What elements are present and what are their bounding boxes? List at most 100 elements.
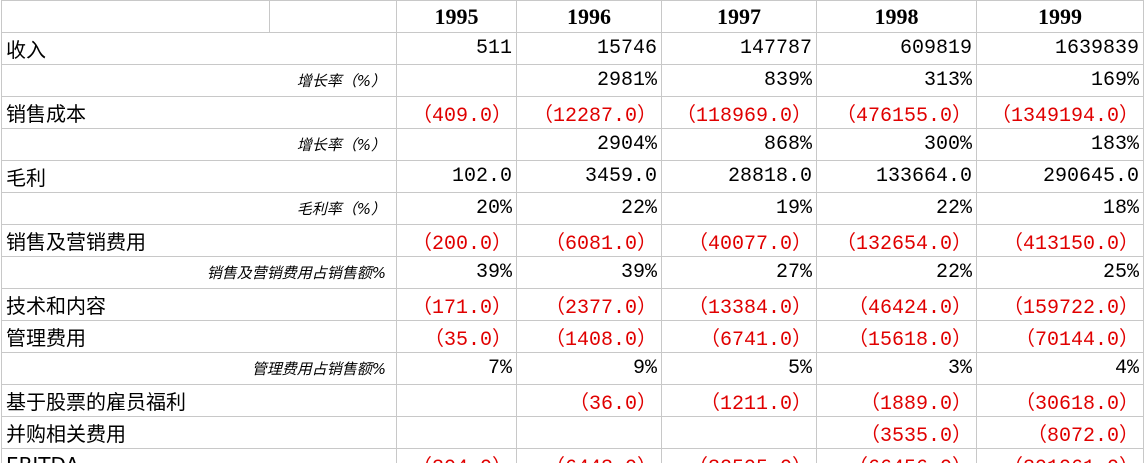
row-label: 基于股票的雇员福利 [1, 384, 397, 417]
value-cell: （391061.0） [976, 448, 1144, 463]
value-cell: （40077.0） [661, 224, 817, 257]
data-row: 并购相关费用 （3535.0） （8072.0） [1, 416, 1144, 449]
data-row: 管理费用占销售额% 7% 9% 5% 3% 4% [1, 352, 1144, 385]
row-label: EBITDA [1, 448, 397, 463]
value-cell: 39% [516, 256, 662, 289]
value-cell: （36.0） [516, 384, 662, 417]
value-cell [516, 416, 662, 449]
value-cell: 18% [976, 192, 1144, 225]
row-label: 毛利 [1, 160, 397, 193]
value-cell: （1349194.0） [976, 96, 1144, 129]
sub-label: 毛利率（%） [1, 192, 397, 225]
sub-label: 增长率（%） [1, 128, 397, 161]
value-cell: 839% [661, 64, 817, 97]
data-row: 收入 511 15746 147787 609819 1639839 [1, 32, 1144, 65]
value-cell: （2377.0） [516, 288, 662, 321]
value-cell: （118969.0） [661, 96, 817, 129]
value-cell: 22% [816, 256, 977, 289]
value-cell: （1889.0） [816, 384, 977, 417]
data-row: 增长率（%） 2904% 868% 300% 183% [1, 128, 1144, 161]
data-row: 毛利 102.0 3459.0 28818.0 133664.0 290645.0 [1, 160, 1144, 193]
value-cell: （70144.0） [976, 320, 1144, 353]
data-row: 销售成本 （409.0） （12287.0） （118969.0） （476155.0）… [1, 96, 1144, 129]
header-row: 1995 1996 1997 1998 1999 [1, 0, 1144, 33]
empty-cell [269, 0, 397, 33]
value-cell: 4% [976, 352, 1144, 385]
value-cell [661, 416, 817, 449]
value-cell: 868% [661, 128, 817, 161]
value-cell: 147787 [661, 32, 817, 65]
value-cell: 3459.0 [516, 160, 662, 193]
value-cell: 133664.0 [816, 160, 977, 193]
value-cell: （304.0） [396, 448, 517, 463]
value-cell: （1211.0） [661, 384, 817, 417]
row-label: 技术和内容 [1, 288, 397, 321]
sub-label: 管理费用占销售额% [1, 352, 397, 385]
value-cell: 27% [661, 256, 817, 289]
value-cell: （8072.0） [976, 416, 1144, 449]
value-cell: 511 [396, 32, 517, 65]
value-cell: （6443.0） [516, 448, 662, 463]
year-header: 1998 [816, 0, 977, 33]
value-cell: （6081.0） [516, 224, 662, 257]
value-cell: 39% [396, 256, 517, 289]
data-row: 增长率（%） 2981% 839% 313% 169% [1, 64, 1144, 97]
data-row: 销售及营销费用 （200.0） （6081.0） （40077.0） （132654.0… [1, 224, 1144, 257]
value-cell: （409.0） [396, 96, 517, 129]
data-row: 技术和内容 （171.0） （2377.0） （13384.0） （46424.0） （1… [1, 288, 1144, 321]
value-cell: （132654.0） [816, 224, 977, 257]
year-header: 1995 [396, 0, 517, 33]
value-cell: （3535.0） [816, 416, 977, 449]
value-cell: （15618.0） [816, 320, 977, 353]
value-cell: （413150.0） [976, 224, 1144, 257]
data-row: EBITDA（304.0）（6443.0）（32595.0）（66456.0）（… [1, 448, 1144, 463]
value-cell: 9% [516, 352, 662, 385]
data-row: 毛利率（%） 20% 22% 19% 22% 18% [1, 192, 1144, 225]
value-cell: 169% [976, 64, 1144, 97]
value-cell: （35.0） [396, 320, 517, 353]
sub-label: 销售及营销费用占销售额% [1, 256, 397, 289]
year-header: 1996 [516, 0, 662, 33]
value-cell: 28818.0 [661, 160, 817, 193]
row-label: 收入 [1, 32, 397, 65]
value-cell: 300% [816, 128, 977, 161]
value-cell: 22% [816, 192, 977, 225]
value-cell [396, 416, 517, 449]
value-cell: （200.0） [396, 224, 517, 257]
value-cell: 15746 [516, 32, 662, 65]
value-cell: 5% [661, 352, 817, 385]
value-cell: （30618.0） [976, 384, 1144, 417]
row-label: 并购相关费用 [1, 416, 397, 449]
year-header: 1997 [661, 0, 817, 33]
empty-cell [1, 0, 270, 33]
value-cell: 19% [661, 192, 817, 225]
value-cell: （12287.0） [516, 96, 662, 129]
value-cell: 7% [396, 352, 517, 385]
value-cell: 290645.0 [976, 160, 1144, 193]
value-cell: 22% [516, 192, 662, 225]
data-row: 基于股票的雇员福利 （36.0） （1211.0） （1889.0） （30618.0） [1, 384, 1144, 417]
value-cell: （32595.0） [661, 448, 817, 463]
value-cell: 183% [976, 128, 1144, 161]
data-row: 销售及营销费用占销售额% 39% 39% 27% 22% 25% [1, 256, 1144, 289]
year-header: 1999 [976, 0, 1144, 33]
data-row: 管理费用 （35.0） （1408.0） （6741.0） （15618.0） （7014… [1, 320, 1144, 353]
value-cell: （46424.0） [816, 288, 977, 321]
value-cell: （476155.0） [816, 96, 977, 129]
value-cell: 20% [396, 192, 517, 225]
value-cell [396, 384, 517, 417]
value-cell: （6741.0） [661, 320, 817, 353]
value-cell: （66456.0） [816, 448, 977, 463]
row-label: 销售成本 [1, 96, 397, 129]
value-cell [396, 64, 517, 97]
value-cell: （1408.0） [516, 320, 662, 353]
value-cell: 102.0 [396, 160, 517, 193]
value-cell: 1639839 [976, 32, 1144, 65]
value-cell: 313% [816, 64, 977, 97]
value-cell [396, 128, 517, 161]
value-cell: 25% [976, 256, 1144, 289]
value-cell: 2981% [516, 64, 662, 97]
